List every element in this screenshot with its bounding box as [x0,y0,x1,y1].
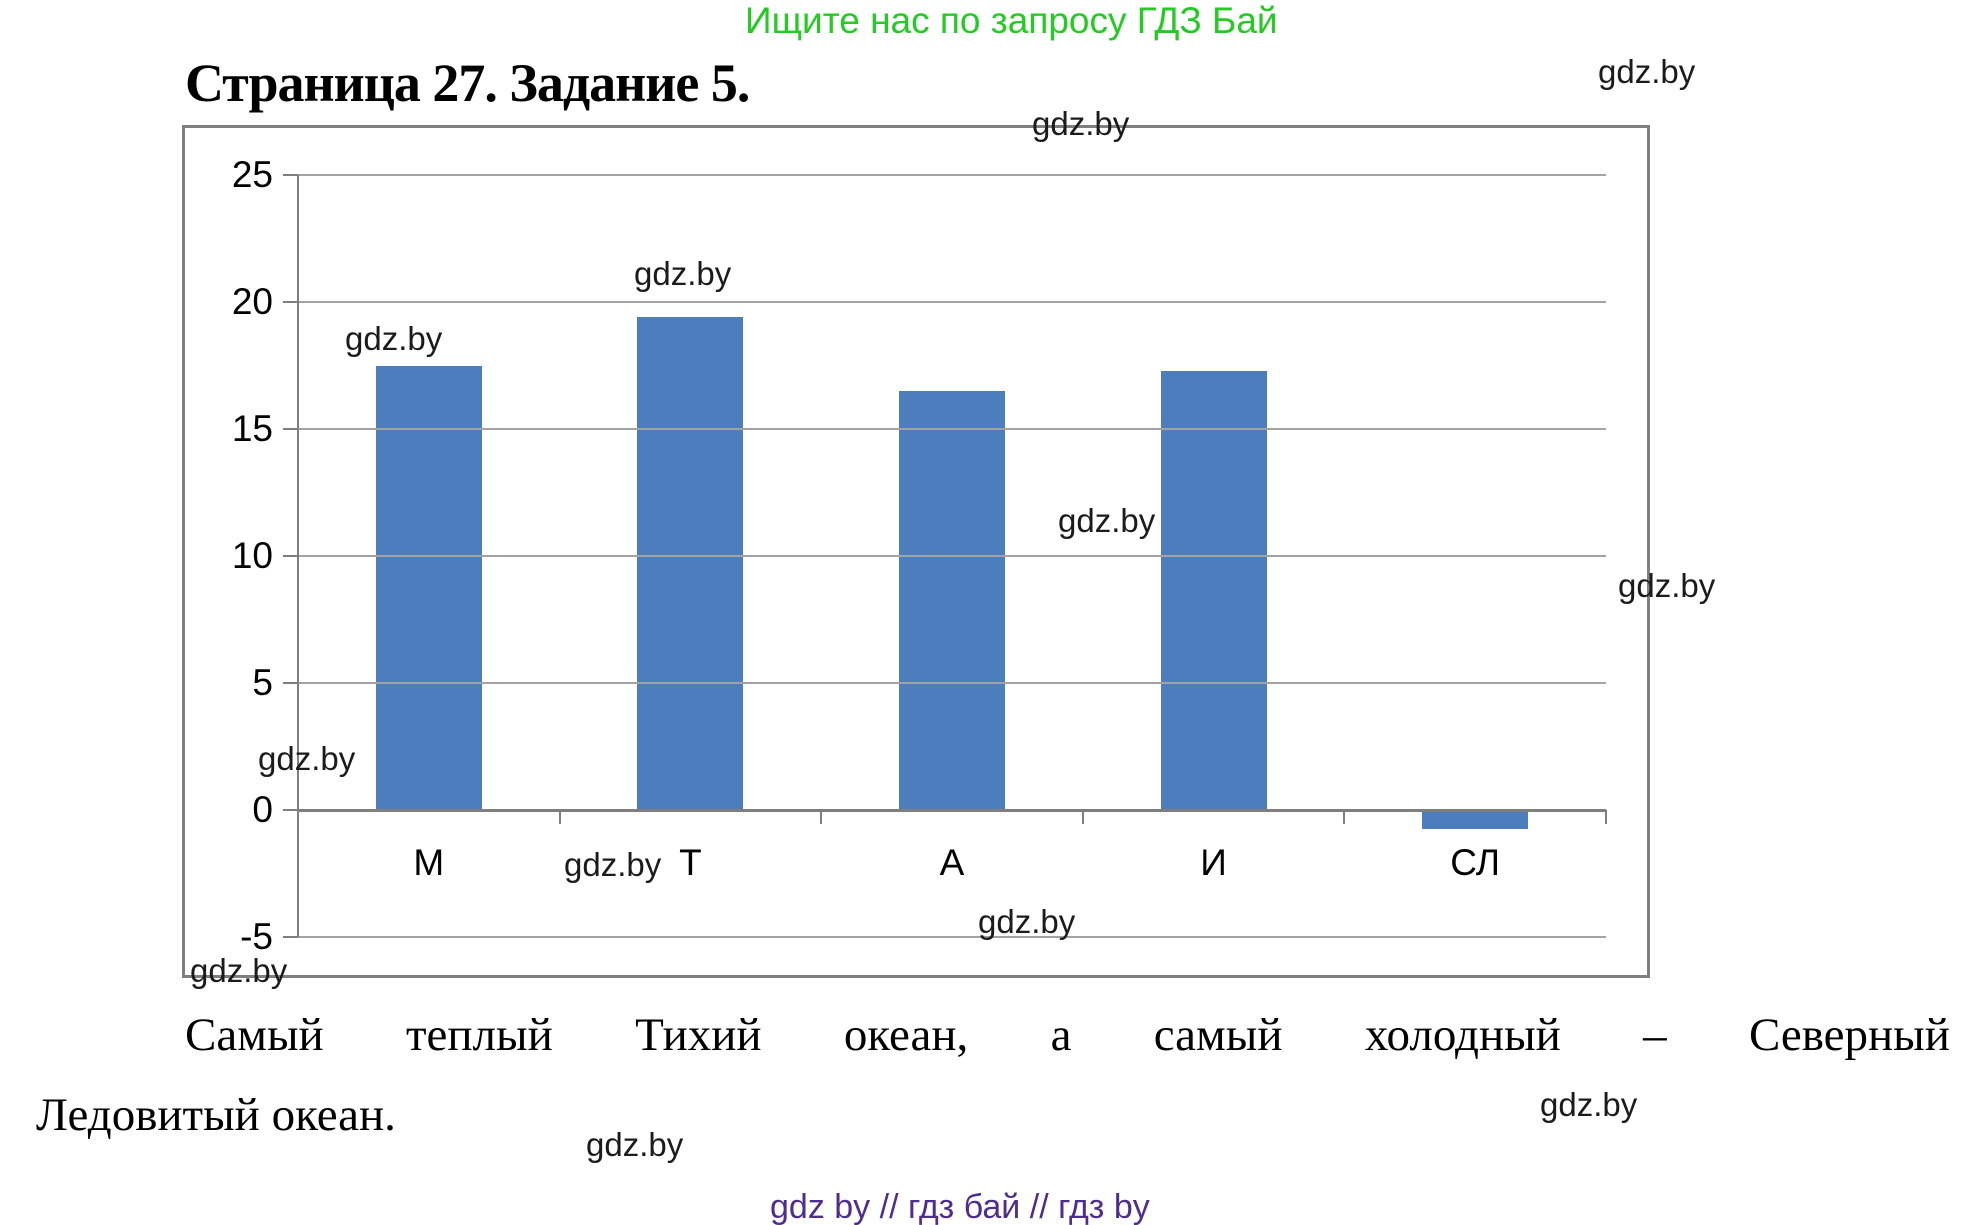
y-axis-tick [283,555,298,557]
y-axis-label: -5 [240,916,273,957]
y-axis-label: 5 [252,662,273,703]
answer-text-line2: Ледовитый океан. [36,1089,396,1141]
answer-word: холодный [1364,1009,1561,1061]
gridline [298,682,1606,684]
answer-word: теплый [406,1009,553,1061]
y-axis-tick [283,809,298,811]
x-axis-label-Т: Т [679,842,702,883]
x-axis-tick [1081,810,1084,824]
x-axis-line [298,809,1606,812]
y-axis-tick [283,428,298,430]
x-axis-tick [558,810,561,824]
gridline [298,555,1606,557]
answer-word: Северный [1748,1009,1950,1061]
chart-bar-А [899,390,1005,810]
gridline [298,301,1606,303]
answer-word: а [1050,1009,1072,1061]
gridline [298,936,1606,938]
y-axis-label: 25 [231,154,273,195]
x-axis-tick [297,810,299,824]
y-axis-tick [283,936,298,938]
x-axis-tick [1343,810,1346,824]
y-axis-line [297,175,299,937]
gdz-watermark: gdz.by [1540,1086,1638,1123]
chart-bar-СЛ [1422,810,1529,830]
answer-word: океан, [843,1009,969,1061]
y-axis-label: 15 [231,408,273,449]
gdz-watermark: gdz.by [345,320,443,357]
gdz-watermark: gdz.by [1058,502,1156,539]
y-axis-tick [283,301,298,303]
gdz-watermark: gdz.by [634,255,732,292]
gdz-watermark: gdz.by [586,1126,684,1163]
x-axis-tick [1605,810,1607,824]
gdz-watermark: gdz.by [1618,567,1716,604]
answer-word: Тихий [635,1009,762,1061]
y-axis-tick [283,174,298,176]
gdz-watermark: gdz.by [190,952,288,989]
chart-bar-И [1160,370,1267,810]
x-axis-label-И: И [1200,842,1227,883]
x-axis-label-А: А [939,842,965,883]
gdz-watermark: gdz.by [1032,105,1130,142]
gridline [298,174,1606,176]
answer-text-line1: Самый теплый Тихий океан, а самый холодный – Сев… [185,1008,1950,1062]
gdz-watermark: gdz.by [1598,53,1696,90]
x-axis-label-СЛ: СЛ [1450,842,1501,883]
chart-bar-Т [637,317,744,810]
gdz-watermark: gdz.by [564,846,662,883]
bar-chart: 25 20 15 10 5 0 -5 М Т А И СЛ [182,125,1650,978]
answer-word: самый [1153,1009,1283,1061]
page-title: Страница 27. Задание 5. [185,53,750,113]
x-axis-label-М: М [413,842,445,883]
footer-keywords: gdz by // гдз бай // гдз by [770,1188,1150,1225]
gdz-watermark: gdz.by [258,740,356,777]
x-axis-tick [820,810,823,824]
y-axis-label: 0 [252,789,273,830]
chart-bar-М [375,365,482,810]
answer-word: – [1643,1009,1667,1061]
gdz-watermark: gdz.by [978,903,1076,940]
y-axis-label: 20 [231,281,273,322]
y-axis-label: 10 [231,535,273,576]
gridline [298,428,1606,430]
answer-word: Самый [185,1009,324,1061]
promo-banner: Ищите нас по запросу ГДЗ Бай [745,0,1278,41]
y-axis-tick [283,682,298,684]
